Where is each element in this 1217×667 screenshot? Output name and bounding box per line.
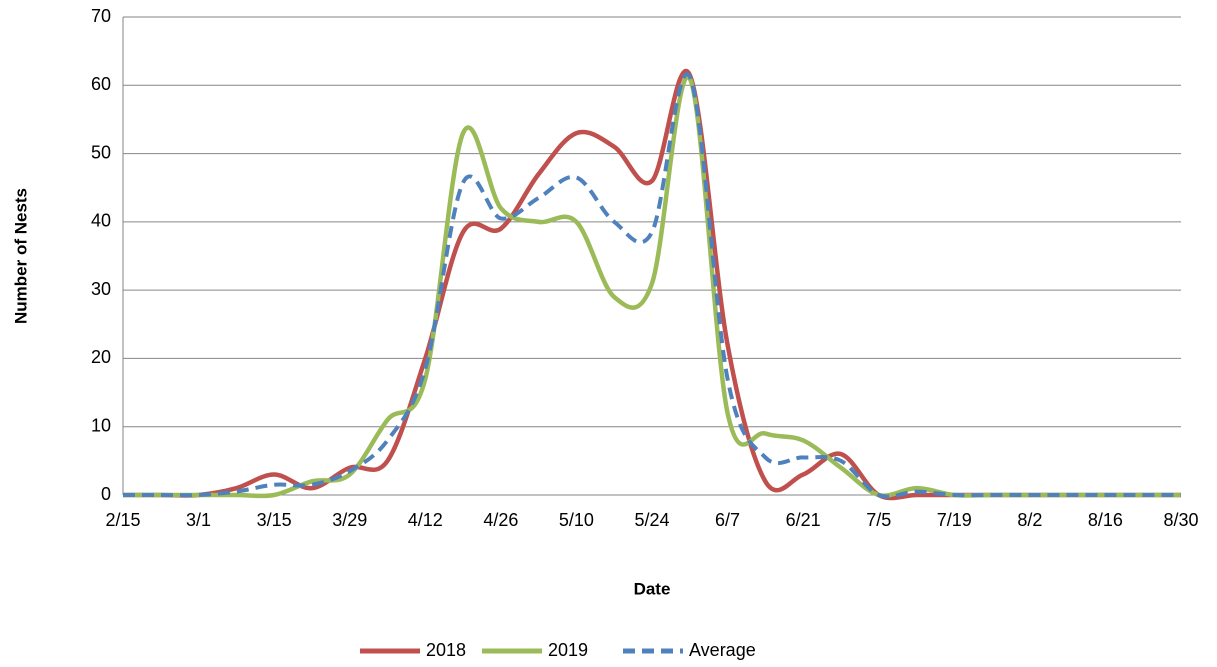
- x-tick-label: 3/29: [332, 510, 367, 530]
- series-line: [123, 72, 1181, 499]
- x-tick-label: 3/15: [257, 510, 292, 530]
- x-tick-label: 5/10: [559, 510, 594, 530]
- y-tick-label: 20: [91, 347, 111, 367]
- x-tick-label: 5/24: [634, 510, 669, 530]
- x-tick-label: 4/26: [483, 510, 518, 530]
- x-tick-label: 7/5: [866, 510, 891, 530]
- y-tick-label: 40: [91, 211, 111, 231]
- y-tick-label: 30: [91, 279, 111, 299]
- x-tick-label: 4/12: [408, 510, 443, 530]
- y-tick-label: 0: [101, 484, 111, 504]
- y-axis-title: Number of Nests: [11, 188, 30, 324]
- x-axis-title: Date: [634, 579, 671, 598]
- x-tick-label: 8/16: [1088, 510, 1123, 530]
- x-tick-label: 6/7: [715, 510, 740, 530]
- y-tick-label: 50: [91, 142, 111, 162]
- x-tick-label: 2/15: [105, 510, 140, 530]
- legend-label: 2018: [426, 640, 466, 660]
- series-line: [123, 74, 1181, 499]
- legend-label: 2019: [548, 640, 588, 660]
- legend-label: Average: [689, 640, 756, 660]
- x-tick-label: 7/19: [937, 510, 972, 530]
- x-tick-label: 3/1: [186, 510, 211, 530]
- y-tick-label: 70: [91, 6, 111, 26]
- x-tick-label: 6/21: [786, 510, 821, 530]
- x-tick-label: 8/30: [1163, 510, 1198, 530]
- y-tick-label: 10: [91, 415, 111, 435]
- y-tick-label: 60: [91, 74, 111, 94]
- x-tick-label: 8/2: [1017, 510, 1042, 530]
